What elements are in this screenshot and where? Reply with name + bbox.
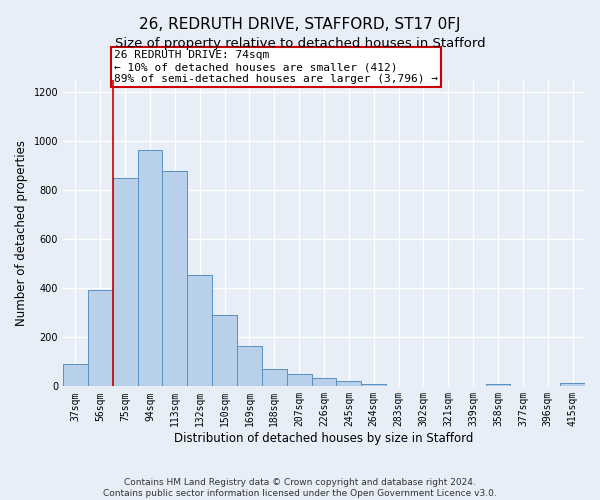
Bar xyxy=(113,178,137,386)
Bar xyxy=(262,369,287,386)
X-axis label: Distribution of detached houses by size in Stafford: Distribution of detached houses by size … xyxy=(175,432,474,445)
Text: Size of property relative to detached houses in Stafford: Size of property relative to detached ho… xyxy=(115,38,485,51)
Bar xyxy=(63,364,88,386)
Bar xyxy=(163,170,187,386)
Bar xyxy=(137,150,163,386)
Text: 26 REDRUTH DRIVE: 74sqm
← 10% of detached houses are smaller (412)
89% of semi-d: 26 REDRUTH DRIVE: 74sqm ← 10% of detache… xyxy=(114,50,438,84)
Bar xyxy=(88,290,113,386)
Bar xyxy=(212,316,237,386)
Bar xyxy=(287,374,311,386)
Bar xyxy=(187,275,212,386)
Bar xyxy=(560,384,585,386)
Bar xyxy=(311,378,337,386)
Text: Contains HM Land Registry data © Crown copyright and database right 2024.
Contai: Contains HM Land Registry data © Crown c… xyxy=(103,478,497,498)
Bar xyxy=(485,384,511,386)
Text: 26, REDRUTH DRIVE, STAFFORD, ST17 0FJ: 26, REDRUTH DRIVE, STAFFORD, ST17 0FJ xyxy=(139,18,461,32)
Bar xyxy=(337,381,361,386)
Bar xyxy=(237,346,262,387)
Y-axis label: Number of detached properties: Number of detached properties xyxy=(15,140,28,326)
Bar xyxy=(361,384,386,386)
